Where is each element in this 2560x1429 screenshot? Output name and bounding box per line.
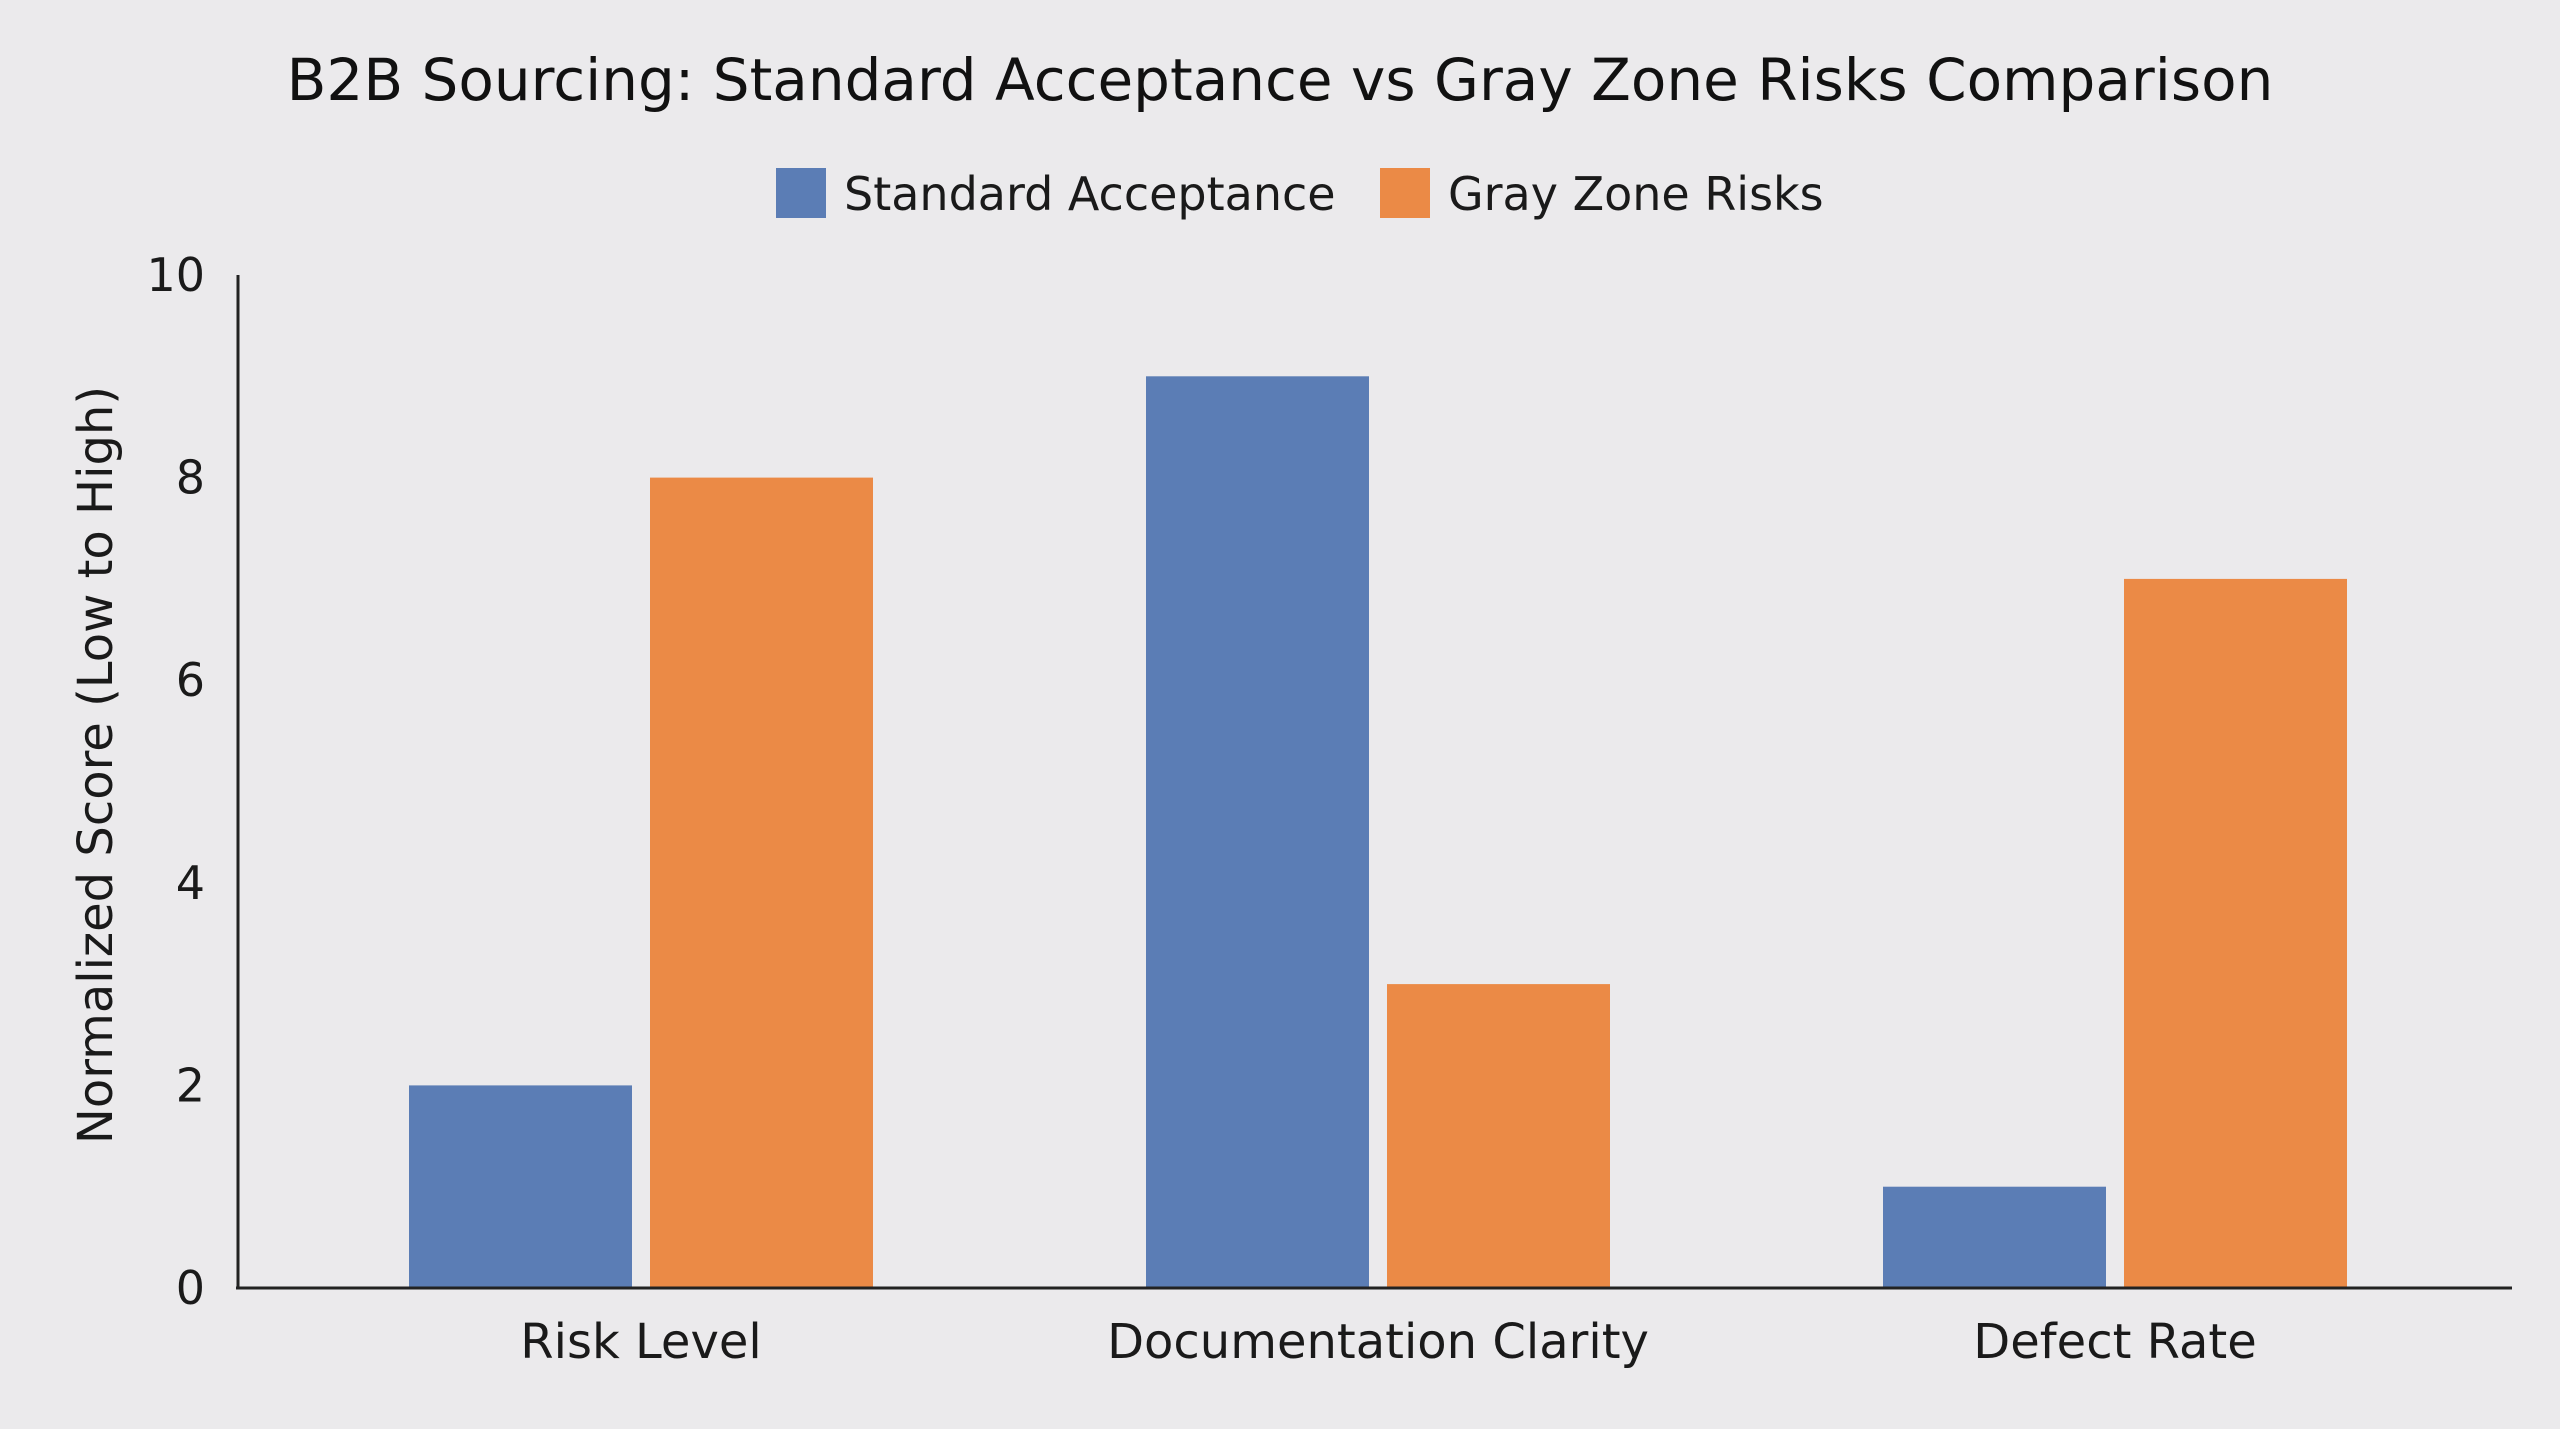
y-axis-label: Normalized Score (Low to High) (68, 386, 124, 1144)
x-category-label: Defect Rate (1973, 1314, 2256, 1370)
bar-defect-rate-standard-acceptance (1883, 1186, 2106, 1288)
y-tick-label: 0 (176, 1261, 205, 1315)
bar-documentation-clarity-gray-zone-risks (1387, 984, 1610, 1288)
x-category-label: Documentation Clarity (1107, 1314, 1649, 1370)
bars (409, 376, 2347, 1289)
legend-swatch-standard-acceptance (776, 168, 826, 218)
bar-documentation-clarity-standard-acceptance (1146, 376, 1369, 1288)
legend-label-gray-zone-risks: Gray Zone Risks (1448, 167, 1824, 221)
bar-risk-level-standard-acceptance (409, 1085, 632, 1288)
legend: Standard Acceptance Gray Zone Risks (776, 167, 1824, 221)
bar-defect-rate-gray-zone-risks (2124, 578, 2347, 1288)
legend-swatch-gray-zone-risks (1380, 168, 1430, 218)
x-axis-labels: Risk Level Documentation Clarity Defect Ra… (520, 1314, 2256, 1370)
y-tick-label: 10 (146, 248, 205, 302)
y-tick-label: 2 (176, 1058, 205, 1112)
y-tick-label: 8 (176, 451, 205, 505)
bar-risk-level-gray-zone-risks (650, 477, 873, 1289)
y-axis-ticks: 0 2 4 6 8 10 (146, 248, 205, 1315)
legend-label-standard-acceptance: Standard Acceptance (844, 167, 1336, 221)
chart-title: B2B Sourcing: Standard Acceptance vs Gra… (287, 46, 2274, 114)
y-tick-label: 6 (176, 653, 205, 707)
y-tick-label: 4 (176, 856, 205, 910)
x-category-label: Risk Level (520, 1314, 761, 1370)
